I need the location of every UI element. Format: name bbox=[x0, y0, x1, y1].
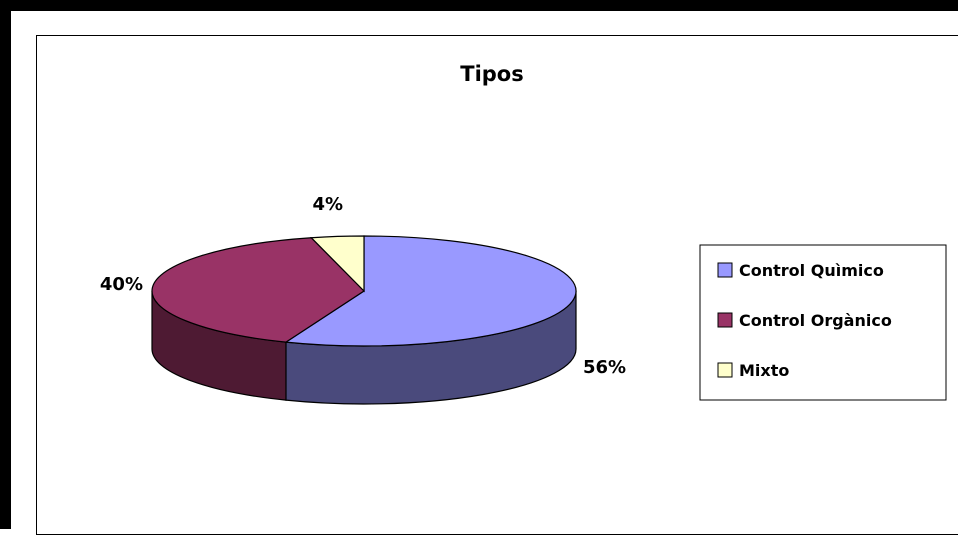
legend-item-1: Control Orgànico bbox=[717, 311, 892, 330]
legend-swatch-2 bbox=[717, 362, 733, 378]
legend-label-2: Mixto bbox=[739, 361, 789, 380]
pie-data-label-1: 40% bbox=[100, 274, 143, 295]
pie-slice-2 bbox=[309, 235, 365, 293]
legend-label-1: Control Orgànico bbox=[739, 311, 892, 330]
pie-tops bbox=[151, 235, 577, 347]
legend: Control Quìmico Control Orgànico Mixto bbox=[699, 244, 947, 401]
legend-item-2: Mixto bbox=[717, 361, 789, 380]
pie-data-label-0: 56% bbox=[583, 357, 626, 378]
legend-swatch-1 bbox=[717, 312, 733, 328]
legend-label-0: Control Quìmico bbox=[739, 261, 884, 280]
pie-data-labels: 56% 40% 4% bbox=[100, 194, 626, 378]
pie-slice-0 bbox=[284, 235, 577, 347]
pie-data-label-2: 4% bbox=[312, 194, 343, 215]
legend-swatch-0 bbox=[717, 262, 733, 278]
legend-item-0: Control Quìmico bbox=[717, 261, 884, 280]
legend-box bbox=[699, 244, 947, 401]
chart-title: Tipos bbox=[460, 62, 523, 86]
pie-slice-1 bbox=[151, 237, 365, 343]
